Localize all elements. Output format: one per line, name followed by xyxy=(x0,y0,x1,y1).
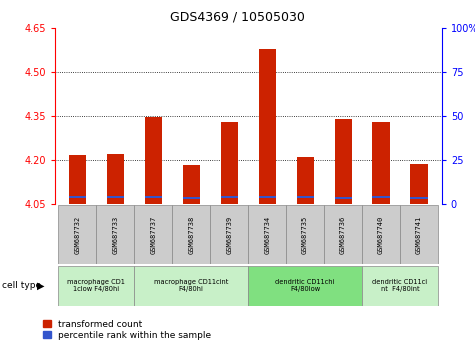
Bar xyxy=(221,122,238,204)
Bar xyxy=(296,157,314,204)
Bar xyxy=(69,155,86,204)
Text: GSM687733: GSM687733 xyxy=(113,215,118,254)
Bar xyxy=(334,119,352,204)
Bar xyxy=(258,49,276,204)
Text: GSM687736: GSM687736 xyxy=(340,215,346,254)
Text: GSM687740: GSM687740 xyxy=(378,215,384,254)
Bar xyxy=(107,196,124,198)
Bar xyxy=(248,205,286,264)
Bar xyxy=(400,205,438,264)
Bar xyxy=(145,196,162,198)
Text: GSM687734: GSM687734 xyxy=(264,215,270,254)
Bar xyxy=(248,266,362,306)
Text: GSM687735: GSM687735 xyxy=(302,215,308,254)
Bar xyxy=(286,205,324,264)
Bar xyxy=(362,266,438,306)
Bar xyxy=(324,205,362,264)
Text: GSM687737: GSM687737 xyxy=(150,215,156,254)
Text: ▶: ▶ xyxy=(37,281,44,291)
Bar xyxy=(183,165,200,204)
Text: cell type: cell type xyxy=(2,281,41,290)
Bar xyxy=(334,197,352,199)
Legend: transformed count, percentile rank within the sample: transformed count, percentile rank withi… xyxy=(43,320,211,340)
Bar xyxy=(134,266,248,306)
Bar xyxy=(107,154,124,204)
Bar xyxy=(210,205,248,264)
Bar xyxy=(372,122,390,204)
Bar xyxy=(96,205,134,264)
Bar xyxy=(69,196,86,198)
Text: GSM687738: GSM687738 xyxy=(188,215,194,254)
Bar xyxy=(258,196,276,198)
Bar xyxy=(221,196,238,198)
Bar xyxy=(296,196,314,198)
Bar xyxy=(362,205,400,264)
Bar xyxy=(372,196,390,198)
Text: macrophage CD1
1clow F4/80hi: macrophage CD1 1clow F4/80hi xyxy=(67,279,125,292)
Text: GSM687732: GSM687732 xyxy=(75,215,80,254)
Bar xyxy=(134,205,172,264)
Text: GSM687741: GSM687741 xyxy=(416,215,422,254)
Text: macrophage CD11cint
F4/80hi: macrophage CD11cint F4/80hi xyxy=(154,279,228,292)
Bar xyxy=(183,197,200,199)
Bar xyxy=(58,205,96,264)
Text: dendritic CD11ci
nt  F4/80int: dendritic CD11ci nt F4/80int xyxy=(372,279,428,292)
Text: GSM687739: GSM687739 xyxy=(226,215,232,254)
Text: GDS4369 / 10505030: GDS4369 / 10505030 xyxy=(170,11,305,24)
Bar xyxy=(410,197,428,199)
Bar xyxy=(58,266,134,306)
Bar xyxy=(145,118,162,204)
Bar xyxy=(172,205,210,264)
Text: dendritic CD11chi
F4/80low: dendritic CD11chi F4/80low xyxy=(276,279,335,292)
Bar xyxy=(410,164,428,204)
